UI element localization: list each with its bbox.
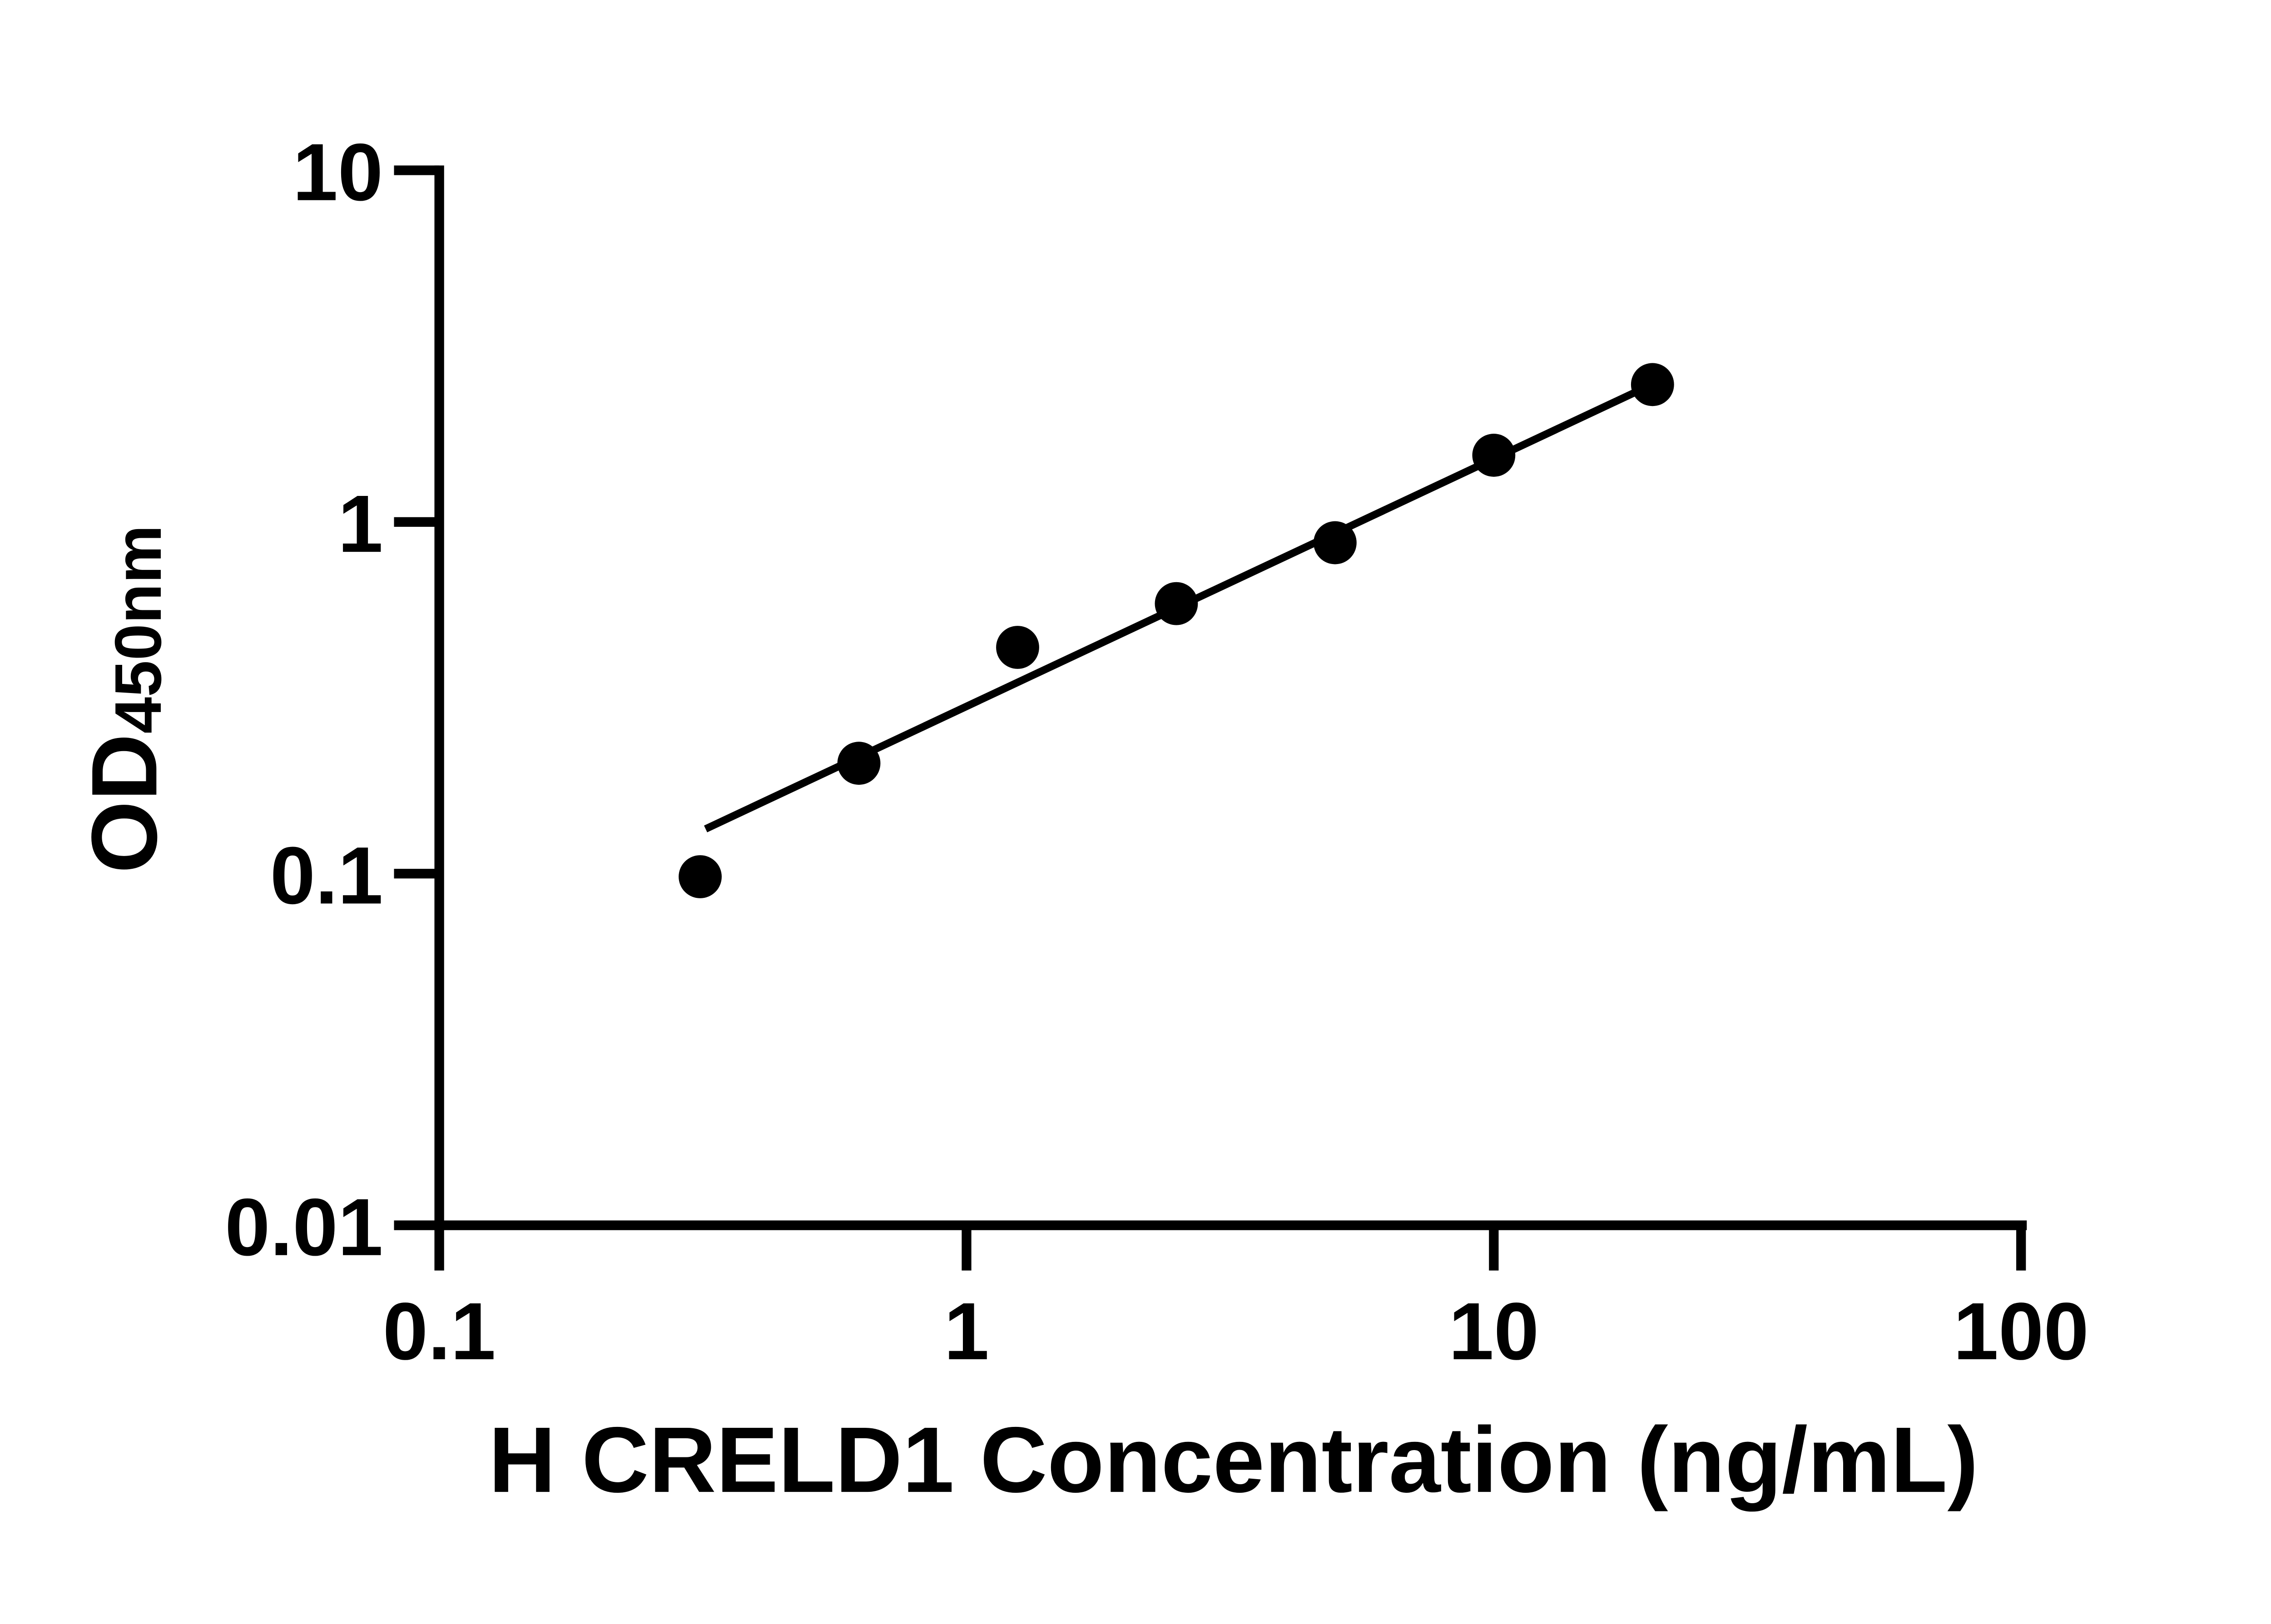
y-axis-title: OD450nm bbox=[72, 525, 176, 873]
data-point bbox=[837, 742, 881, 785]
y-axis-title-main: OD bbox=[72, 733, 176, 873]
plot-area bbox=[679, 363, 1674, 898]
data-point bbox=[1155, 582, 1198, 625]
x-axis-ticks: 0.1 1 10 100 bbox=[383, 1225, 2089, 1376]
x-tick-label: 100 bbox=[1953, 1286, 2089, 1376]
y-tick-label: 1 bbox=[338, 478, 383, 569]
data-point bbox=[1314, 521, 1357, 564]
data-point bbox=[679, 855, 722, 898]
y-tick-label: 10 bbox=[293, 127, 383, 218]
y-tick-label: 0.01 bbox=[225, 1182, 383, 1272]
x-tick-label: 0.1 bbox=[383, 1286, 496, 1376]
x-axis-title: H CRELD1 Concentration (ng/mL) bbox=[489, 1408, 1978, 1512]
x-tick-label: 1 bbox=[944, 1286, 989, 1376]
y-tick-label: 0.1 bbox=[270, 830, 383, 921]
axes bbox=[434, 165, 2027, 1230]
chart-background bbox=[0, 26, 2271, 1598]
data-point bbox=[996, 626, 1039, 669]
y-axis-ticks: 0.01 0.1 1 10 bbox=[225, 127, 440, 1272]
x-tick-label: 10 bbox=[1448, 1286, 1539, 1376]
data-point bbox=[1472, 434, 1516, 477]
y-axis-title-sub: 450nm bbox=[101, 525, 175, 734]
data-point bbox=[1631, 363, 1674, 406]
